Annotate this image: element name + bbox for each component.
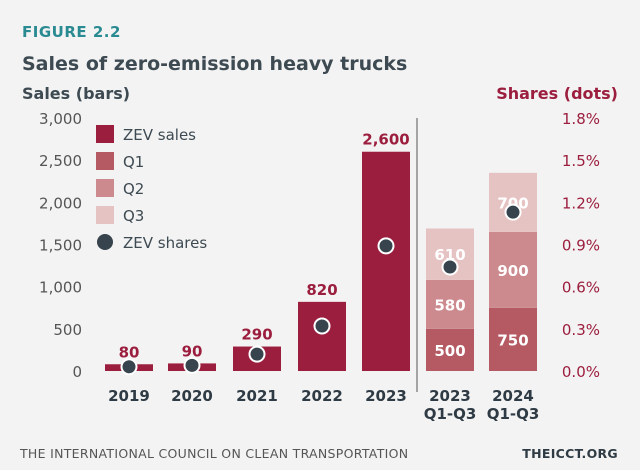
left-tick-label: 3,000	[39, 110, 82, 128]
data-label: 290	[241, 326, 272, 344]
left-tick-label: 1,000	[39, 279, 82, 297]
share-dot	[441, 258, 459, 276]
category-label: 2023	[365, 387, 407, 405]
right-axis-label: Shares (dots)	[496, 84, 618, 103]
right-tick-label: 0.6%	[562, 279, 600, 297]
share-dot	[120, 358, 138, 376]
share-dot	[504, 203, 522, 221]
bar-q2	[426, 279, 474, 329]
bar-zev-sales	[298, 301, 346, 371]
legend-swatch	[96, 152, 114, 170]
data-label: 500	[434, 342, 465, 360]
data-label: 610	[434, 246, 465, 264]
left-tick-label: 500	[53, 321, 82, 339]
bar-q1	[426, 328, 474, 371]
share-dot	[183, 356, 201, 374]
category-sublabel: Q1-Q3	[424, 405, 477, 423]
legend-label: Q3	[123, 207, 144, 225]
bar-q3	[489, 172, 537, 232]
data-label: 580	[434, 296, 465, 314]
left-tick-label: 2,000	[39, 194, 82, 212]
right-tick-label: 0.3%	[562, 321, 600, 339]
share-dot	[248, 345, 266, 363]
data-label: 80	[119, 343, 140, 361]
data-label: 900	[497, 262, 528, 280]
category-label: 2023	[429, 387, 471, 405]
category-label: 2019	[108, 387, 150, 405]
legend-dot	[97, 234, 113, 250]
footer-org: THE INTERNATIONAL COUNCIL ON CLEAN TRANS…	[19, 446, 408, 461]
data-label: 2,600	[362, 131, 409, 149]
footer-site: THEICCT.ORG	[522, 446, 618, 461]
legend-label: ZEV sales	[123, 126, 196, 144]
bar-zev-sales	[362, 151, 410, 371]
left-tick-label: 1,500	[39, 237, 82, 255]
bar-q2	[489, 231, 537, 308]
right-tick-label: 1.2%	[562, 194, 600, 212]
category-sublabel: Q1-Q3	[487, 405, 540, 423]
data-label: 750	[497, 331, 528, 349]
left-axis-label: Sales (bars)	[22, 84, 130, 103]
right-tick-label: 1.5%	[562, 152, 600, 170]
data-label: 820	[306, 281, 337, 299]
category-label: 2021	[236, 387, 278, 405]
figure-number: FIGURE 2.2	[22, 23, 121, 41]
category-label: 2022	[301, 387, 343, 405]
legend-swatch	[96, 125, 114, 143]
category-label: 2024	[492, 387, 534, 405]
left-tick-label: 2,500	[39, 152, 82, 170]
data-label: 700	[497, 194, 528, 212]
share-dot	[377, 237, 395, 255]
legend-label: Q2	[123, 180, 144, 198]
bar-q1	[489, 307, 537, 371]
data-label: 90	[182, 342, 203, 360]
right-tick-label: 0.9%	[562, 237, 600, 255]
legend-swatch	[96, 206, 114, 224]
legend-label: Q1	[123, 153, 144, 171]
right-tick-label: 0.0%	[562, 363, 600, 381]
legend-label: ZEV shares	[123, 234, 207, 252]
left-tick-label: 0	[72, 363, 82, 381]
share-dot	[313, 317, 331, 335]
chart-title: Sales of zero-emission heavy trucks	[22, 53, 407, 75]
category-label: 2020	[171, 387, 213, 405]
right-tick-label: 1.8%	[562, 110, 600, 128]
legend-swatch	[96, 179, 114, 197]
